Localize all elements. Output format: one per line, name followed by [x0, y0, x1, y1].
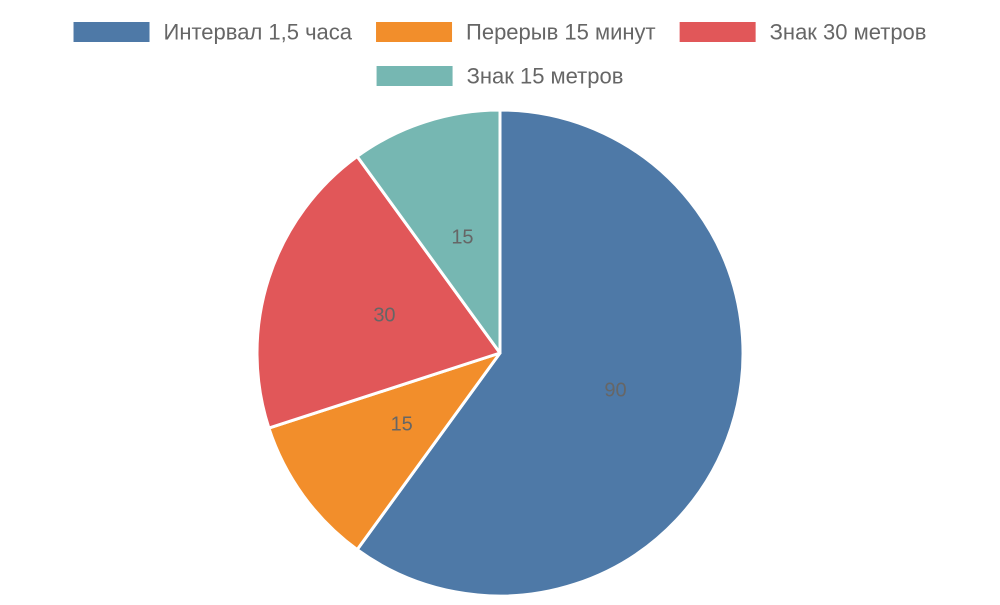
legend: Интервал 1,5 часа Перерыв 15 минут Знак 30… — [73, 20, 927, 89]
data-label-1: 90 — [604, 380, 626, 402]
pie-slice-4[interactable] — [355, 108, 502, 355]
legend-swatch-4 — [376, 66, 453, 86]
legend-label-3: Знак 30 метров — [770, 20, 927, 45]
data-labels: 90 15 30 15 — [373, 226, 626, 435]
pie-slice-2[interactable] — [267, 351, 502, 552]
legend-swatch-3 — [679, 22, 756, 42]
pie-slice-1[interactable] — [355, 108, 745, 598]
legend-item-1[interactable]: Интервал 1,5 часа — [73, 20, 353, 45]
data-label-2: 15 — [391, 413, 413, 435]
data-label-3: 30 — [373, 304, 395, 326]
legend-label-2: Перерыв 15 минут — [466, 20, 656, 45]
legend-item-2[interactable]: Перерыв 15 минут — [376, 20, 656, 45]
data-label-4: 15 — [451, 226, 473, 248]
legend-item-3[interactable]: Знак 30 метров — [679, 20, 927, 45]
legend-label-1: Интервал 1,5 часа — [164, 20, 353, 45]
pie-slice-3[interactable] — [255, 154, 502, 430]
legend-swatch-1 — [73, 22, 150, 42]
legend-label-4: Знак 15 метров — [467, 64, 624, 89]
legend-item-4[interactable]: Знак 15 метров — [376, 64, 624, 89]
legend-swatch-2 — [376, 22, 453, 42]
pie-slices — [255, 108, 745, 598]
